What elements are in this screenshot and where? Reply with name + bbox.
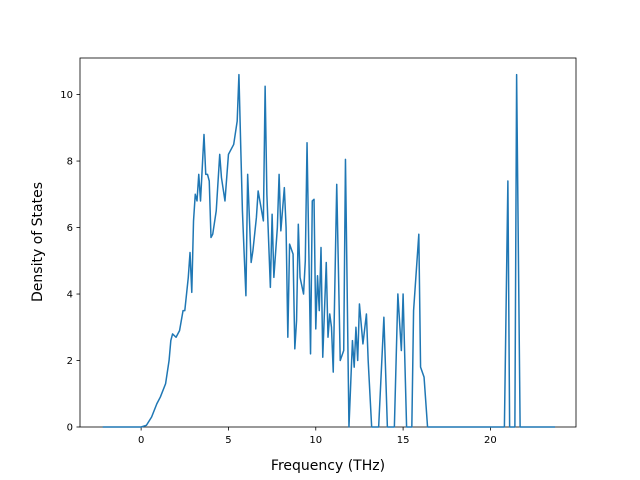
y-tick-label: 10 xyxy=(60,90,73,101)
y-tick-label: 6 xyxy=(67,223,73,234)
line xyxy=(102,73,556,428)
x-tick-label: 10 xyxy=(309,435,322,446)
y-tick-label: 0 xyxy=(67,423,73,434)
axes-frame xyxy=(79,57,577,428)
x-tick-label: 5 xyxy=(225,435,231,446)
y-tick-label: 2 xyxy=(67,356,73,367)
y-tick-label: 8 xyxy=(67,157,73,168)
x-tick-label: 0 xyxy=(138,435,144,446)
y-axis-label: Density of States xyxy=(30,182,46,302)
x-tick-label: 15 xyxy=(397,435,410,446)
x-tick-label: 20 xyxy=(484,435,497,446)
y-tick-label: 4 xyxy=(67,290,73,301)
x-axis-label: Frequency (THz) xyxy=(271,458,385,474)
